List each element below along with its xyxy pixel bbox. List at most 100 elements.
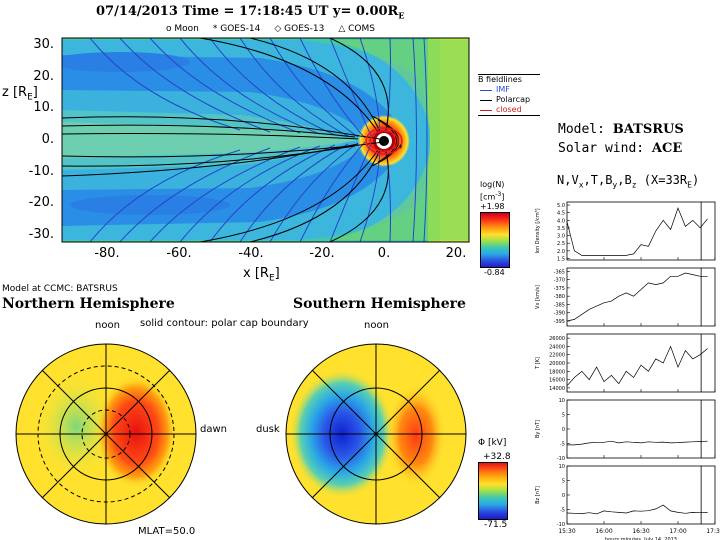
z-tick-label: -30. bbox=[28, 227, 54, 242]
fieldline-legend-item: Polarcap bbox=[478, 95, 540, 105]
timeseries-ytick-label: 2.5 bbox=[557, 241, 565, 247]
timeseries-ytick-label: 4.5 bbox=[557, 211, 565, 217]
polar-potential-plots bbox=[15, 343, 467, 525]
fieldline-legend-item: closed bbox=[478, 105, 540, 115]
timeseries-ytick-label: -385 bbox=[554, 302, 565, 308]
model-label: Model: bbox=[558, 122, 605, 137]
timeseries-ylabel: Bz [nT] bbox=[535, 486, 541, 504]
x-tick-label: -60. bbox=[166, 246, 192, 261]
north-polar-map bbox=[15, 343, 197, 525]
mlat-label: MLAT=50.0 bbox=[138, 526, 196, 537]
closed-fieldlines bbox=[365, 127, 403, 155]
timeseries-ytick-label: -375 bbox=[554, 286, 565, 292]
satellite-legend-item: o Moon bbox=[166, 24, 199, 34]
timeseries-ytick-label: 1.5 bbox=[557, 256, 565, 262]
timeseries-ytick-label: 3.5 bbox=[557, 226, 565, 232]
solar-wind-timeseries: 5.0 4.54.0 3.5 3.02.5 2.01.5 Ion Density [/cm… bbox=[535, 201, 720, 540]
timeseries-ytick-label: 0 bbox=[562, 427, 565, 433]
z-tick-label: 0. bbox=[41, 132, 54, 147]
satellite-legend-item: ◇ GOES-13 bbox=[274, 24, 325, 34]
south-dusk-label: dusk bbox=[256, 424, 280, 435]
satellite-legend: o Moon * GOES-14 ◇ GOES-13 △ COMS bbox=[166, 24, 375, 34]
timeseries-ytick-label: -10 bbox=[557, 456, 565, 462]
timeseries-series-line bbox=[566, 504, 708, 515]
fieldline-legend-item: IMF bbox=[478, 85, 540, 95]
density-field bbox=[62, 38, 469, 242]
north-title: Northern Hemisphere bbox=[2, 296, 175, 312]
timeseries-xtick-label: 16:30 bbox=[632, 528, 649, 535]
satellite-legend-item: * GOES-14 bbox=[212, 24, 261, 34]
timeseries-ytick-label: -380 bbox=[554, 294, 565, 300]
timeseries-series-line bbox=[566, 345, 708, 387]
timeseries-ytick-label: -395 bbox=[554, 319, 565, 325]
x-axis-label: x [RE] bbox=[243, 266, 280, 284]
timeseries-ytick-label: -10 bbox=[557, 522, 565, 528]
fieldline-legend-swatch bbox=[480, 100, 492, 101]
imf-fieldlines bbox=[89, 38, 428, 242]
timeseries-panel-frame bbox=[566, 201, 716, 261]
timeseries-ytick-label: 26000 bbox=[549, 336, 565, 342]
timeseries-series-line bbox=[566, 207, 708, 256]
timeseries-ytick-label: 4.0 bbox=[557, 218, 565, 224]
model-value: BATSRUS bbox=[612, 122, 684, 137]
z-tick-label: 30. bbox=[33, 37, 54, 52]
south-title: Southern Hemisphere bbox=[293, 296, 466, 312]
timeseries-ytick-label: 18000 bbox=[549, 369, 565, 375]
potential-max: +32.8 bbox=[483, 452, 511, 462]
timeseries-ylabel: Ion Density [/cm³] bbox=[535, 208, 541, 253]
timeseries-ytick-label: 2.0 bbox=[557, 249, 565, 255]
timeseries-ytick-label: 16000 bbox=[549, 378, 565, 384]
north-noon-label: noon bbox=[95, 320, 120, 331]
timeseries-ytick-label: 5 bbox=[562, 413, 565, 419]
timeseries-xtick-label: 15:30 bbox=[558, 528, 575, 535]
fieldline-legend-swatch bbox=[480, 110, 492, 111]
south-noon-label: noon bbox=[364, 320, 389, 331]
x-tick-label: -40. bbox=[238, 246, 264, 261]
timeseries-series-line bbox=[567, 440, 708, 446]
satellite-legend-item: △ COMS bbox=[338, 24, 375, 34]
polar-subtitle: solid contour: polar cap boundary bbox=[140, 318, 309, 329]
timeseries-xtick-label: 17:30 bbox=[706, 528, 720, 535]
timeseries-ytick-label: -390 bbox=[554, 311, 565, 317]
timeseries-ytick-label: -370 bbox=[554, 278, 565, 284]
x-tick-label: -80. bbox=[94, 246, 120, 261]
x-tick-label: 20. bbox=[445, 246, 467, 261]
timeseries-ytick-label: 0 bbox=[562, 493, 565, 499]
z-tick-label: 10. bbox=[33, 100, 54, 116]
meridional-frame bbox=[61, 37, 470, 243]
z-tick-label: -20. bbox=[28, 195, 54, 211]
fieldline-legend-swatch bbox=[480, 90, 492, 91]
polarcap-fieldlines bbox=[62, 38, 399, 242]
density-colorbar bbox=[480, 212, 510, 268]
timeseries-xtick-label: 17:00 bbox=[669, 528, 686, 535]
timeseries-ytick-label: -365 bbox=[554, 269, 565, 275]
meridional-plot: * bbox=[61, 37, 470, 243]
timeseries-panel-frame bbox=[566, 465, 716, 525]
z-tick-label: -10. bbox=[28, 163, 54, 179]
south-polar-map bbox=[285, 343, 467, 525]
density-colorbar-title: log(N) [cm-3] bbox=[480, 180, 505, 202]
timeseries-ytick-label: 3.0 bbox=[557, 234, 565, 240]
potential-colorbar-title: Φ [kV] bbox=[478, 438, 507, 448]
timeseries-ytick-label: 5 bbox=[562, 479, 565, 485]
x-tick-label: -20. bbox=[309, 246, 335, 261]
fieldline-legend-title: B fieldlines bbox=[478, 74, 540, 85]
fieldline-legend: B fieldlines IMF Polarcap closed bbox=[478, 74, 540, 116]
timeseries-ylabel: T [K] bbox=[535, 357, 541, 370]
timeseries-panel-frame bbox=[566, 399, 716, 459]
density-max: +1.98 bbox=[480, 202, 505, 211]
timeseries-ylabel: Vx [km/s] bbox=[535, 285, 541, 309]
wind-label: Solar wind: bbox=[558, 141, 645, 156]
timeseries-panel-frame bbox=[566, 333, 716, 393]
timeseries-ylabel: By [nT] bbox=[535, 420, 541, 438]
model-info: Model: BATSRUS Solar wind: ACE bbox=[558, 120, 684, 158]
timeseries-ytick-label: 20000 bbox=[549, 361, 565, 367]
header-title: 07/14/2013 Time = 17:18:45 UT y= 0.00RE bbox=[96, 4, 405, 21]
potential-min: -71.5 bbox=[484, 520, 508, 530]
timeseries-ytick-label: 22000 bbox=[549, 353, 565, 359]
x-tick-label: 0. bbox=[377, 246, 391, 261]
timeseries-xtick-label: 16:00 bbox=[595, 528, 612, 535]
timeseries-series-line bbox=[566, 272, 708, 322]
timeseries-ytick-label: 10 bbox=[559, 464, 565, 470]
